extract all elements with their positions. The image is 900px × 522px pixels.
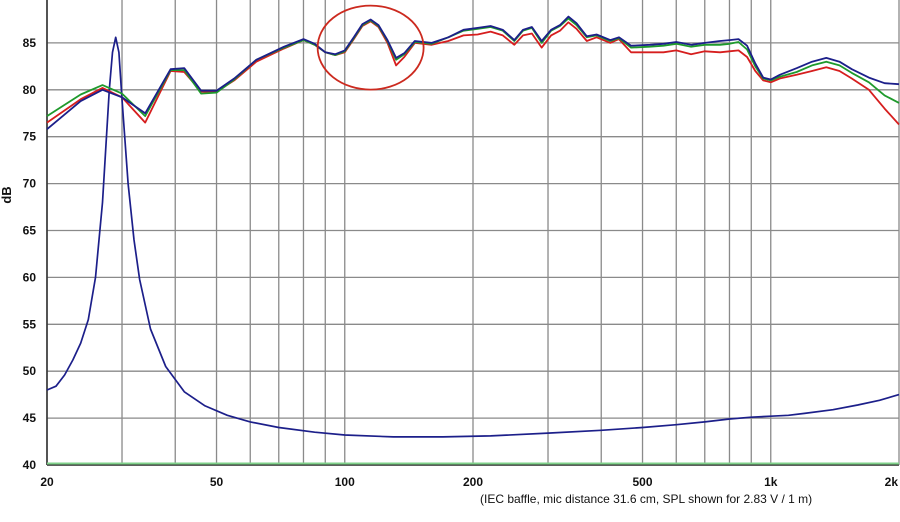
y-tick-label: 45 bbox=[23, 411, 37, 425]
y-tick-label: 65 bbox=[23, 224, 37, 238]
series-layer bbox=[46, 15, 900, 465]
grid-lines bbox=[46, 0, 900, 466]
y-tick-label: 60 bbox=[23, 270, 37, 284]
measurement-note: (IEC baffle, mic distance 31.6 cm, SPL s… bbox=[480, 492, 813, 506]
y-tick-labels: 40 45 50 55 60 65 70 75 80 85 90 bbox=[23, 0, 37, 472]
y-axis-label: dB bbox=[0, 186, 14, 203]
x-tick-label: 20 bbox=[40, 475, 54, 489]
y-tick-label: 75 bbox=[23, 130, 37, 144]
y-tick-label: 50 bbox=[23, 364, 37, 378]
x-tick-label: 1k bbox=[764, 475, 778, 489]
x-tick-label: 2k bbox=[885, 475, 899, 489]
y-tick-label: 80 bbox=[23, 83, 37, 97]
x-tick-label: 200 bbox=[463, 475, 483, 489]
y-tick-label: 70 bbox=[23, 177, 37, 191]
y-tick-label: 85 bbox=[23, 36, 37, 50]
series-line-red bbox=[46, 20, 900, 126]
highlight-ellipse bbox=[316, 4, 425, 91]
y-tick-label: 40 bbox=[23, 458, 37, 472]
series-line-blue bbox=[46, 15, 900, 130]
y-tick-label: 55 bbox=[23, 317, 37, 331]
x-tick-label: 500 bbox=[633, 475, 653, 489]
series-line-impedance bbox=[46, 36, 900, 438]
x-tick-label: 50 bbox=[210, 475, 224, 489]
y-tick-label: 90 bbox=[23, 0, 37, 3]
x-tick-labels: 20 50 100 200 500 1k 2k bbox=[40, 475, 898, 489]
x-tick-label: 100 bbox=[335, 475, 355, 489]
annotation-layer bbox=[316, 4, 425, 91]
